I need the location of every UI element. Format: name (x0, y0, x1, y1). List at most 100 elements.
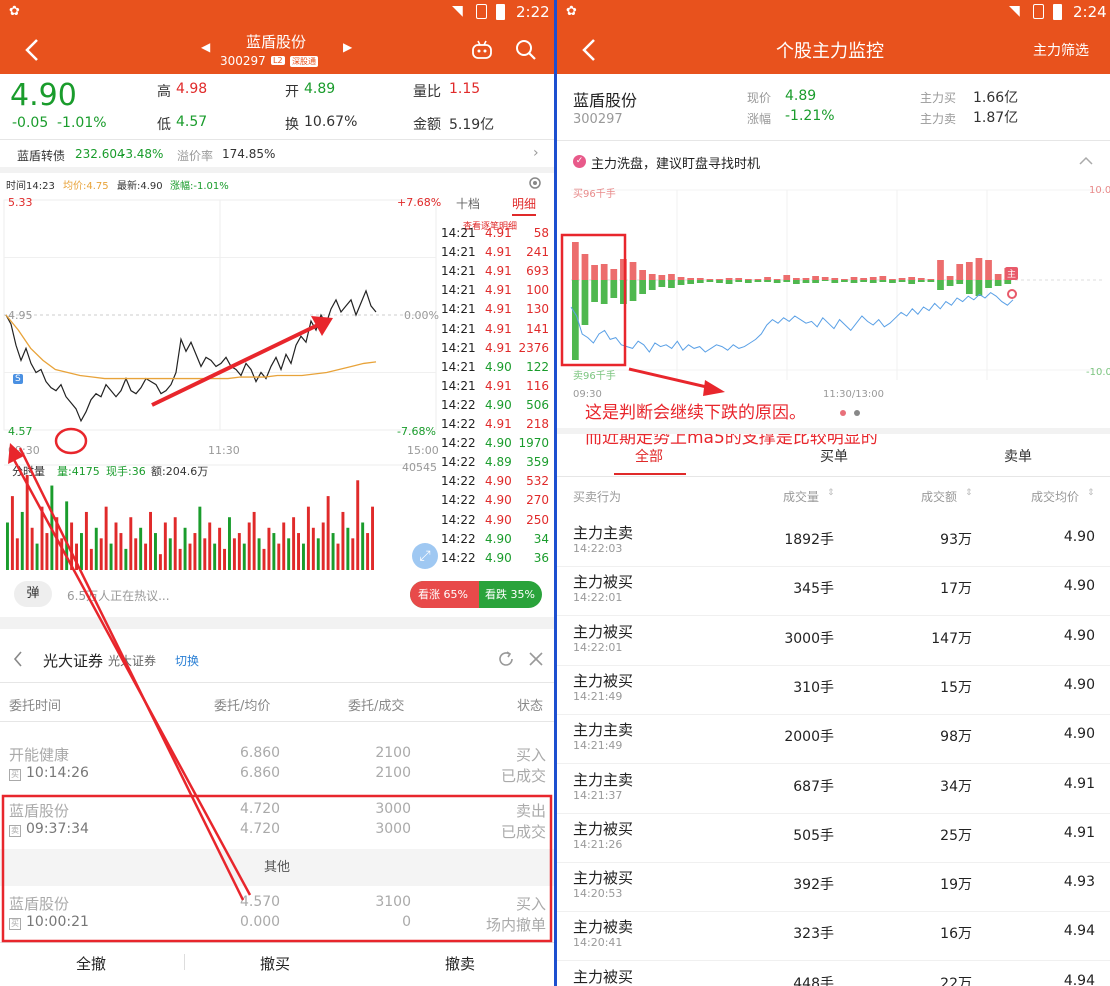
trade-row[interactable]: 主力主卖 14:21:37 687手 34万 4.91 (557, 765, 1110, 814)
close-icon[interactable] (528, 651, 544, 667)
sell-bar (744, 280, 752, 283)
order-stock-name: 蓝盾股份 (9, 802, 70, 820)
search-icon[interactable] (514, 38, 538, 62)
trade-row[interactable]: 主力被买 14:22:01 345手 17万 4.90 (557, 567, 1110, 617)
order-stock-name: 开能健康 (9, 746, 70, 764)
order-filled: 2100 (375, 765, 411, 781)
order-row[interactable]: 开能健康买 10:14:26 6.860 6.860 2100 2100 买入 已成交 (0, 744, 554, 786)
left-phone-screen: ✿ ◥ 2:22 ◀ 蓝盾股份 300297 L2 深股通 ▶ 4.90 -0.… (0, 0, 554, 986)
main-force-filter-button[interactable]: 主力筛选 (1033, 43, 1089, 59)
broker-switch-link[interactable]: 切换 (175, 654, 200, 668)
prev-stock-icon[interactable]: ◀ (201, 40, 211, 54)
tick-row: 14:22 4.89 359 (440, 453, 554, 472)
volume-bar (183, 527, 187, 570)
tab-detail[interactable]: 明细 (512, 195, 537, 216)
sell-bar (975, 280, 983, 296)
trade-row[interactable]: 主力主卖 14:21:49 2000手 98万 4.90 (557, 715, 1110, 765)
axis-bottom-price: 4.57 (8, 425, 33, 438)
col-avg-price[interactable]: 成交均价 (1031, 490, 1080, 504)
tick-time: 14:22 (441, 417, 476, 431)
back-arrow-icon[interactable] (24, 38, 40, 62)
danmaku-toggle-button[interactable]: 弹 (14, 581, 52, 607)
tab-buy[interactable]: 买单 (820, 449, 848, 465)
col-amount[interactable]: 成交额 (921, 490, 958, 504)
sort-volume-icon[interactable]: ⇕ (827, 488, 835, 498)
tick-time: 14:22 (441, 474, 476, 489)
volume-bar (232, 538, 236, 570)
trade-time: 14:22:01 (573, 640, 623, 654)
tick-row: 14:21 4.91 2376 (440, 339, 554, 358)
order-side: 买入 (515, 895, 546, 913)
volume-bar (213, 543, 217, 570)
sell-bar (889, 280, 896, 283)
tick-time: 14:21 (441, 302, 476, 317)
trade-avg-price: 4.90 (1063, 627, 1095, 644)
sell-bar (677, 280, 685, 285)
cancel-all-button[interactable]: 全撤 (76, 955, 107, 973)
order-avg-price: 6.860 (240, 765, 281, 781)
col-volume[interactable]: 成交量 (783, 490, 820, 504)
trade-amount: 34万 (940, 778, 972, 795)
bear-vote-button[interactable]: 看跌 35% (485, 588, 535, 601)
trade-amount: 15万 (940, 679, 972, 696)
robot-assistant-icon[interactable] (470, 38, 494, 60)
refresh-icon[interactable] (497, 650, 515, 668)
buy-bar (869, 277, 877, 280)
trade-avg-price: 4.94 (1063, 923, 1095, 940)
trade-row[interactable]: 主力主卖 14:22:03 1892手 93万 4.90 (557, 518, 1110, 567)
volume-bar (242, 543, 246, 570)
volume-bar (302, 543, 305, 570)
trade-row[interactable]: 主力被买 14:21:49 310手 15万 4.90 (557, 666, 1110, 715)
buy-bar (716, 279, 723, 280)
order-row[interactable]: 蓝盾股份卖 09:37:34 4.720 4.720 3000 3000 卖出 已成交 (0, 800, 554, 842)
volume-bar (114, 522, 118, 570)
trade-avg-price: 4.90 (1063, 676, 1095, 693)
volume-bar (257, 538, 261, 570)
trade-row[interactable]: 主力被买 14:20:53 392手 19万 4.93 (557, 863, 1110, 913)
tick-volume: 270 (526, 493, 549, 508)
tick-row: 14:22 4.90 270 (440, 491, 554, 510)
chart-time-mid: 11:30/13:00 (823, 389, 885, 400)
price-value: 4.89 (785, 88, 817, 104)
intraday-price-chart[interactable] (0, 190, 440, 572)
tab-all[interactable]: 全部 (635, 449, 663, 465)
volume-bar (252, 511, 256, 570)
amount-value: 5.19亿 (449, 117, 495, 133)
broker-back-icon[interactable] (13, 651, 23, 667)
trade-row[interactable]: 主力被买 14:22:01 3000手 147万 4.90 (557, 617, 1110, 666)
buy-bar (879, 276, 887, 280)
buy-bar (754, 279, 762, 280)
trade-row[interactable]: 主力被买 14:21:26 505手 25万 4.91 (557, 814, 1110, 863)
chart-settings-gear-icon[interactable] (527, 175, 543, 191)
order-status: 场内撤单 (485, 916, 546, 934)
tick-time: 14:22 (441, 531, 476, 546)
market-badge: 深股通 (290, 56, 318, 67)
fullscreen-icon[interactable]: ⤢ (412, 543, 438, 569)
tick-time: 14:22 (441, 455, 476, 470)
trade-avg-price: 4.90 (1063, 529, 1095, 545)
sort-amount-icon[interactable]: ⇕ (965, 488, 973, 498)
cancel-sell-button[interactable]: 撤卖 (445, 955, 476, 973)
tab-level10[interactable]: 十档 (456, 197, 481, 211)
bond-name: 蓝盾转债 (17, 149, 66, 163)
main-force-flow-chart[interactable] (557, 180, 1110, 400)
trade-row[interactable]: 主力被卖 14:20:41 323手 16万 4.94 (557, 912, 1110, 962)
next-stock-icon[interactable]: ▶ (343, 40, 353, 54)
back-arrow-icon[interactable] (581, 38, 597, 62)
view-tick-detail-link[interactable]: 查看逐笔明细 (463, 222, 518, 232)
open-label: 开 (285, 84, 299, 100)
buy-bar (744, 279, 752, 280)
trade-row[interactable]: 主力被买 448手 22万 4.94 (557, 962, 1110, 986)
cancel-buy-button[interactable]: 撤买 (260, 955, 291, 973)
tick-price: 4.90 (485, 550, 512, 565)
order-row[interactable]: 蓝盾股份买 10:00:21 4.570 0.000 3100 0 买入 场内撤单 (0, 893, 554, 935)
bull-vote-button[interactable]: 看涨 65% (410, 581, 479, 608)
tab-sell[interactable]: 卖单 (1004, 449, 1032, 465)
tick-price: 4.90 (485, 397, 512, 412)
volume-bar (20, 511, 24, 570)
collapse-chevron-icon[interactable] (1079, 156, 1093, 166)
axis-top-pct: +7.68% (397, 196, 442, 209)
discussion-count[interactable]: 6.5万人正在热议... (67, 589, 170, 603)
sort-avg-icon[interactable]: ⇕ (1087, 488, 1095, 498)
buy-bar (764, 277, 771, 280)
